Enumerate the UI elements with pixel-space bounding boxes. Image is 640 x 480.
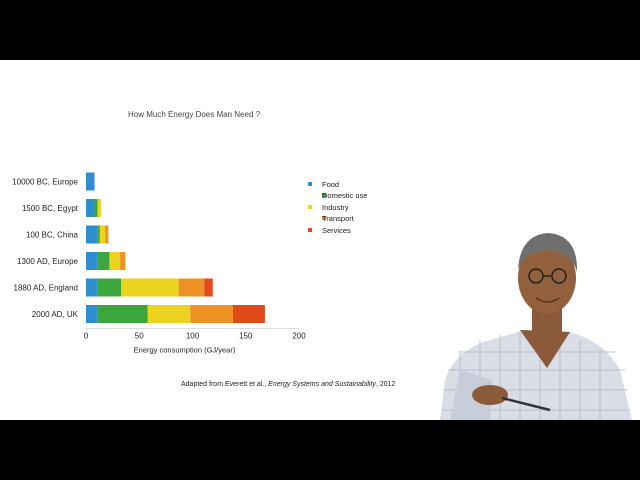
legend-label: Food [322, 180, 339, 189]
x-tick-label: 50 [135, 332, 144, 341]
slide: How Much Energy Does Man Need ? 10000 BC… [0, 60, 640, 420]
presenter-image [440, 233, 632, 420]
x-tick-label: 200 [292, 332, 306, 341]
category-label: 100 BC, China [26, 231, 79, 240]
caption-suffix: , 2012 [375, 381, 396, 388]
stacked-bar-chart: 10000 BC, Europe 1500 BC, Egypt 100 BC, Ch… [12, 172, 367, 355]
legend-label: Industry [322, 203, 349, 212]
bar-segment-industry [109, 252, 121, 270]
bar-segment-services [232, 305, 265, 323]
caption-source: Energy Systems and Sustainability [268, 381, 376, 388]
bar-segment-transport [105, 225, 109, 244]
bar-segment-industry [97, 199, 101, 217]
chart-title: How Much Energy Does Man Need ? [128, 110, 261, 119]
bar-segment-food [86, 278, 98, 297]
bar-segment-domestic-use [97, 278, 122, 297]
legend-swatch [308, 182, 312, 186]
x-tick-label: 100 [186, 332, 200, 341]
x-tick-labels: 0 50 100 150 200 [84, 332, 306, 341]
bar-segment-domestic-use [97, 305, 148, 323]
legend-swatch [308, 228, 312, 232]
category-label: 2000 AD, UK [32, 310, 79, 319]
bar-segment-industry [121, 278, 179, 297]
bar-segment-domestic-use [94, 199, 98, 217]
x-tick-label: 0 [84, 332, 89, 341]
bar-segment-domestic-use [97, 252, 110, 270]
legend: Food Domestic use Industry Transport Service… [308, 180, 367, 235]
bar-segment-food [86, 199, 95, 217]
category-label: 1500 BC, Egypt [22, 204, 79, 213]
bar-segment-transport [190, 305, 233, 323]
legend-swatch [308, 205, 312, 209]
x-tick-label: 150 [239, 332, 253, 341]
category-labels: 10000 BC, Europe 1500 BC, Egypt 100 BC, Ch… [12, 178, 79, 320]
bar-segment-food [86, 225, 98, 244]
bar-segment-food [86, 172, 95, 191]
source-caption: Adapted from Everett et al., Energy Syst… [181, 381, 395, 388]
bar-segment-industry [99, 225, 106, 244]
legend-label: Transport [322, 214, 355, 223]
bar-segment-industry [147, 305, 191, 323]
legend-swatch [322, 216, 326, 220]
category-label: 1880 AD, England [14, 284, 79, 293]
caption-prefix: Adapted from Everett et al., [181, 381, 269, 388]
legend-swatch [322, 193, 326, 197]
legend-label: Domestic use [322, 191, 367, 200]
category-label: 1300 AD, Europe [17, 257, 78, 266]
bar-segment-transport [178, 278, 205, 297]
bar-group [86, 172, 265, 323]
bar-segment-food [86, 252, 98, 270]
bar-segment-services [204, 278, 213, 297]
bar-segment-domestic-use [97, 225, 100, 244]
x-axis-title: Energy consumption (GJ/year) [134, 346, 236, 355]
bar-segment-transport [120, 252, 126, 270]
bar-segment-food [86, 305, 98, 323]
legend-label: Services [322, 226, 351, 235]
category-label: 10000 BC, Europe [12, 178, 78, 187]
